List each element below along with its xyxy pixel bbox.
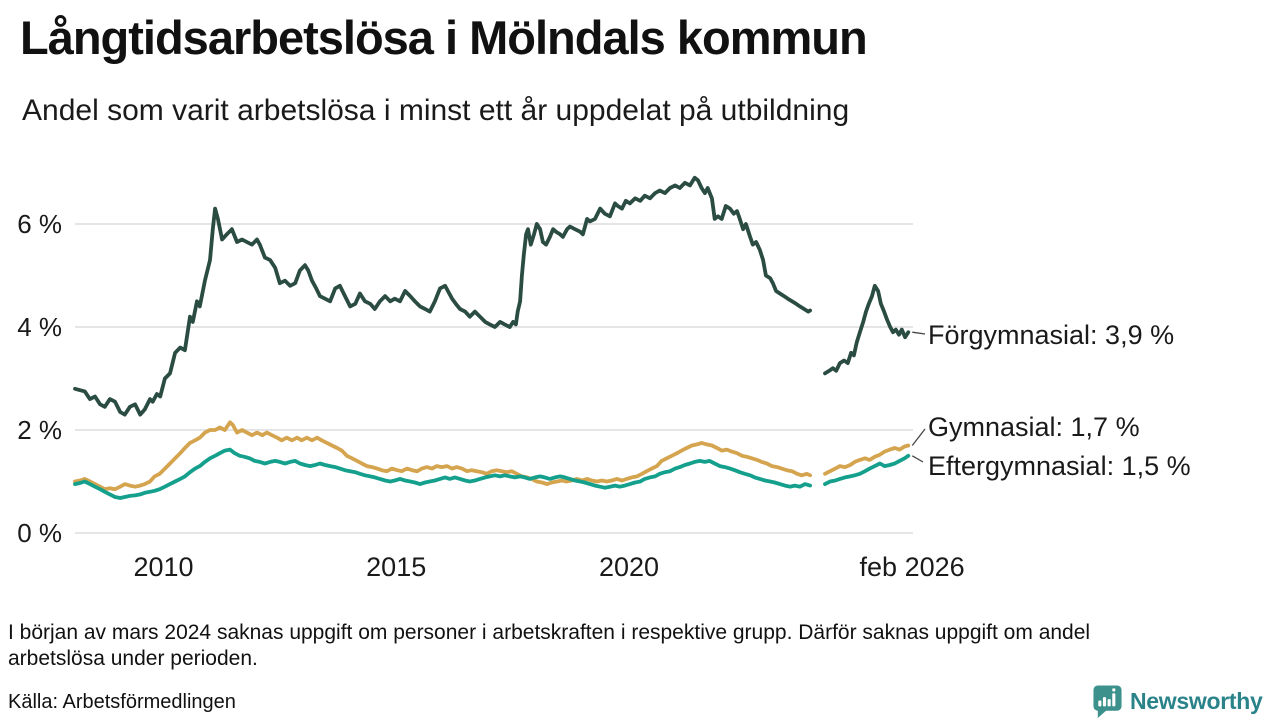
y-tick-label: 0 % [17,518,62,548]
newsworthy-wordmark: Newsworthy [1130,688,1263,714]
footnote: I början av mars 2024 saknas uppgift om … [8,621,1091,670]
x-tick-label: 2020 [599,552,659,582]
chart-subtitle: Andel som varit arbetslösa i minst ett å… [22,94,850,127]
chart-title: Långtidsarbetslösa i Mölndals kommun [20,11,868,64]
series-line-eftergymnasial [73,447,812,500]
series-end-label-forgymnasial: Förgymnasial: 3,9 % [928,320,1175,350]
source-text: Källa: Arbetsförmedlingen [8,691,236,713]
end-label-connector [912,331,926,335]
newsworthy-logo: Newsworthy [1092,684,1263,719]
series-line-gymnasial [823,443,911,476]
series-line-förgymnasial [73,175,812,417]
x-tick-label: 2015 [366,552,426,582]
series-line-gymnasial [73,420,812,492]
x-tick-label: 2010 [133,552,193,582]
series-end-label-gymnasial: Gymnasial: 1,7 % [928,412,1140,442]
end-label-connector [911,455,924,463]
y-tick-label: 6 % [17,209,62,239]
series-line-eftergymnasial [823,453,911,486]
newsworthy-bubble-icon [1093,685,1122,718]
series-end-label-eftergymnasial: Eftergymnasial: 1,5 % [928,451,1191,481]
series-line-förgymnasial [823,283,911,376]
line-chart-canvas: 0 % 2 % 4 % 6 % 2010 2015 2020 feb 2026 [17,175,965,582]
x-tick-label: feb 2026 [860,552,965,582]
end-label-connector [911,428,926,446]
y-tick-label: 4 % [17,312,62,342]
y-tick-label: 2 % [17,415,62,445]
